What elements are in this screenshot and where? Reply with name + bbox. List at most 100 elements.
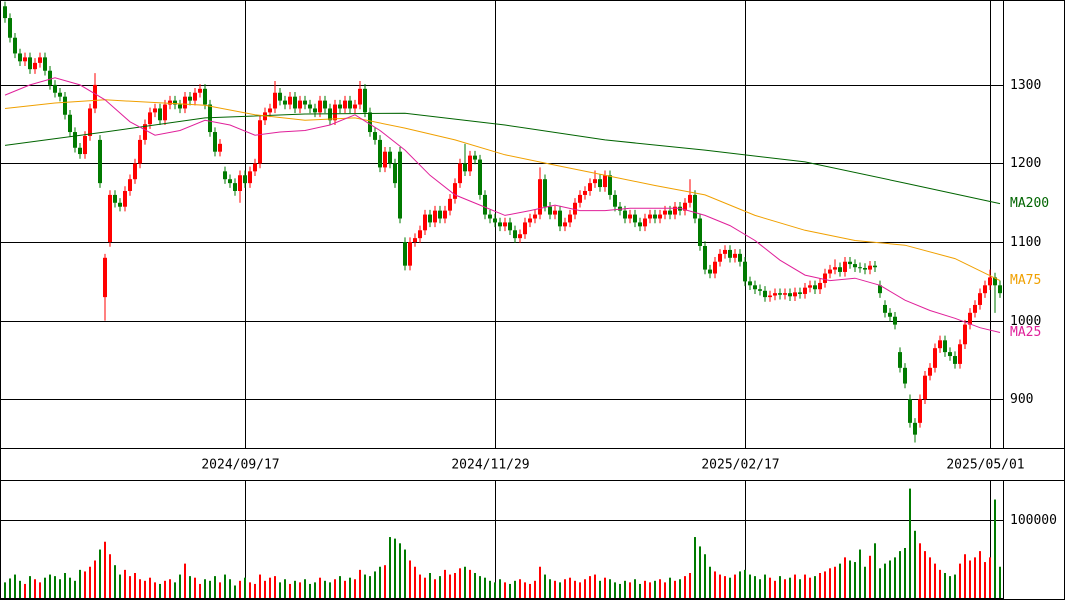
candle-body bbox=[373, 132, 377, 140]
volume-bar bbox=[469, 569, 471, 598]
candle-body bbox=[363, 88, 367, 113]
candle-body bbox=[403, 242, 407, 266]
candle-body bbox=[273, 92, 277, 109]
volume-bar bbox=[569, 577, 571, 598]
candle-body bbox=[853, 264, 857, 268]
candle-body bbox=[188, 96, 192, 101]
candle-body bbox=[368, 112, 372, 133]
volume-bar bbox=[104, 541, 106, 598]
ma-line bbox=[4, 77, 1001, 333]
candle-body bbox=[3, 6, 7, 19]
volume-bar bbox=[554, 580, 556, 598]
candle-body bbox=[318, 100, 322, 113]
candle-body bbox=[13, 37, 17, 54]
candle-body bbox=[458, 163, 462, 184]
volume-bar bbox=[839, 563, 841, 598]
candle-body bbox=[183, 96, 187, 109]
volume-bar bbox=[634, 579, 636, 598]
candle-body bbox=[323, 100, 327, 109]
volume-bar bbox=[169, 579, 171, 598]
candle-body bbox=[688, 194, 692, 203]
volume-bar bbox=[399, 543, 401, 598]
volume-bar bbox=[379, 566, 381, 598]
volume-bar bbox=[164, 580, 166, 598]
candle-body bbox=[108, 194, 112, 243]
volume-bar bbox=[274, 576, 276, 598]
volume-bar bbox=[219, 582, 221, 598]
volume-bar bbox=[709, 566, 711, 598]
candle-body bbox=[683, 202, 687, 211]
y-tick-label: 100000 bbox=[1010, 513, 1057, 528]
volume-bar bbox=[749, 574, 751, 598]
candle-body bbox=[573, 202, 577, 215]
volume-bar bbox=[294, 580, 296, 598]
candle-body bbox=[253, 163, 257, 172]
candle-body bbox=[523, 222, 527, 235]
candle-body bbox=[753, 285, 757, 290]
candle-body bbox=[818, 282, 822, 290]
candle-body bbox=[833, 267, 837, 270]
candle-body bbox=[408, 242, 412, 266]
candle-body bbox=[713, 261, 717, 274]
volume-bar bbox=[759, 579, 761, 598]
volume-bar bbox=[289, 583, 291, 598]
candle-body bbox=[578, 194, 582, 203]
volume-bar bbox=[894, 557, 896, 598]
volume-bar bbox=[459, 568, 461, 598]
volume-bar bbox=[829, 568, 831, 598]
volume-bar bbox=[624, 580, 626, 598]
volume-bar bbox=[339, 576, 341, 598]
volume-bar bbox=[744, 569, 746, 598]
volume-bar bbox=[94, 560, 96, 598]
volume-bar bbox=[234, 585, 236, 598]
candle-body bbox=[208, 104, 212, 133]
candle-body bbox=[723, 249, 727, 254]
volume-bar bbox=[324, 580, 326, 598]
volume-bar bbox=[229, 579, 231, 598]
candle-body bbox=[103, 257, 107, 298]
volume-bar bbox=[484, 577, 486, 598]
candle-body bbox=[138, 139, 142, 164]
volume-bar bbox=[329, 582, 331, 598]
volume-bar bbox=[609, 579, 611, 598]
candle-body bbox=[513, 230, 517, 239]
candle-body bbox=[708, 269, 712, 274]
volume-bar bbox=[194, 577, 196, 598]
volume-bar bbox=[919, 543, 921, 598]
volume-bar bbox=[524, 582, 526, 598]
volume-bar bbox=[304, 579, 306, 598]
volume-bar bbox=[494, 582, 496, 598]
candle-body bbox=[993, 277, 997, 286]
candle-body bbox=[778, 293, 782, 295]
candle-body bbox=[348, 100, 352, 109]
candle-body bbox=[673, 206, 677, 215]
volume-bar bbox=[79, 569, 81, 598]
candle-body bbox=[803, 287, 807, 294]
volume-bar bbox=[189, 576, 191, 598]
candle-body bbox=[8, 18, 12, 38]
y-tick-label: 1200 bbox=[1010, 156, 1041, 171]
candle-body bbox=[633, 214, 637, 223]
candle-body bbox=[313, 108, 317, 113]
volume-bar bbox=[279, 582, 281, 598]
volume-bar bbox=[539, 566, 541, 598]
volume-bar bbox=[984, 562, 986, 598]
volume-bar bbox=[534, 580, 536, 598]
candle-body bbox=[353, 104, 357, 109]
candle-body bbox=[913, 422, 917, 435]
candle-body bbox=[903, 367, 907, 384]
candle-body bbox=[648, 214, 652, 219]
volume-bar bbox=[854, 562, 856, 598]
volume-bar bbox=[679, 579, 681, 598]
candle-body bbox=[808, 285, 812, 288]
volume-bar bbox=[604, 577, 606, 598]
candle-body bbox=[28, 57, 32, 70]
volume-bar bbox=[739, 571, 741, 598]
candle-body bbox=[618, 206, 622, 211]
volume-bar bbox=[599, 580, 601, 598]
volume-bar bbox=[714, 571, 716, 598]
volume-bar bbox=[909, 488, 911, 598]
volume-bar bbox=[719, 574, 721, 598]
volume-bar bbox=[19, 580, 21, 598]
volume-bar bbox=[754, 576, 756, 598]
